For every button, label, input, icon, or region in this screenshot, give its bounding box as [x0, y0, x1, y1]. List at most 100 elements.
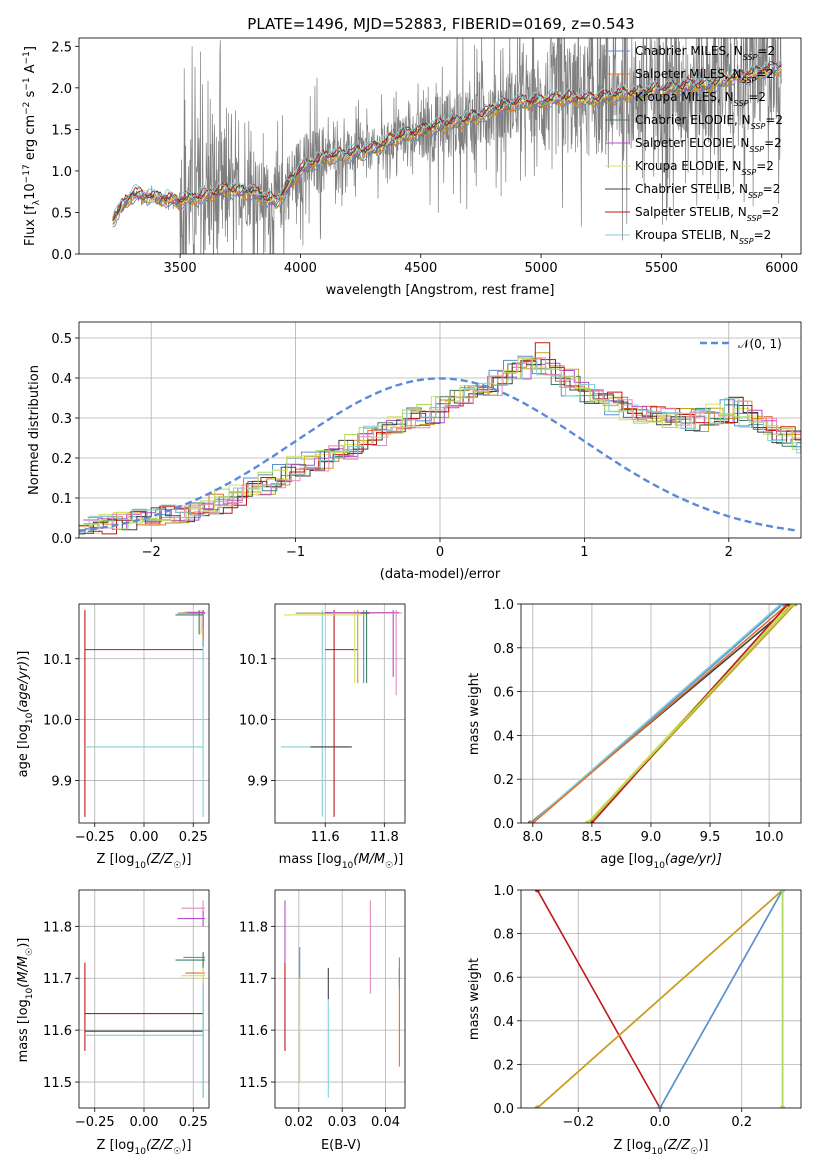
label-sub: 10 [342, 861, 354, 871]
legend-entry: Chabrier ELODIE, NSSP=2 [635, 113, 783, 131]
legend-sub: SSP [742, 76, 757, 85]
label-part: age [log [600, 852, 653, 867]
x-tick-label: 0.25 [179, 830, 208, 845]
x-tick-label: 11.6 [311, 830, 340, 845]
x-axis-label: Z [log10(Z/Z☉)] [97, 1138, 192, 1157]
histogram-lime [79, 357, 801, 532]
y-tick-label: 11.8 [239, 920, 268, 935]
legend-entry: Salpeter MILES, NSSP=2 [635, 67, 774, 85]
label-part: mass [log [279, 852, 342, 867]
x-tick-label: 0.0 [650, 1115, 671, 1130]
axes-frame [520, 889, 802, 1109]
label-sub: ☉ [385, 861, 393, 871]
x-tick-label: 8.5 [582, 830, 603, 845]
label-sub: 10 [134, 861, 146, 871]
panel-age-vs-Z: −0.25 0.00 0.259.910.010.1Z [log10(Z/Z☉)]a… [16, 603, 210, 871]
x-tick-label: −1 [286, 545, 305, 560]
panel-weight-vs-Z: −0.2 0.0 0.2 0.0 0.2 0.4 0.6 0.8 1.0 Z [log10(Z/Z… [467, 884, 802, 1157]
y-axis-label: age [log10(age/yr))] [16, 651, 35, 778]
label-sub: ☉ [690, 1147, 698, 1157]
y-tick-label: 0.0 [493, 817, 514, 832]
histogram-salpeter-stelib [87, 342, 801, 535]
legend-sub: SSP [748, 191, 763, 200]
axes-frame [274, 889, 406, 1109]
x-tick-label: 2 [725, 545, 733, 560]
x-tick-label: 9.5 [700, 830, 721, 845]
histogram-salpeter-elodie [83, 362, 801, 530]
y-tick-label: 0.6 [493, 971, 514, 986]
label-sub: ☉ [173, 861, 181, 871]
y-tick-label: 0.1 [51, 492, 72, 507]
legend-text: =2 [748, 90, 766, 104]
y-tick-label: 0.6 [493, 686, 514, 701]
axes-frame [78, 889, 210, 1109]
y-axis-label: Normed distribution [27, 365, 42, 495]
y-tick-label: 9.9 [247, 774, 268, 789]
legend-sub: SSP [751, 122, 766, 131]
x-tick-label: 0.25 [179, 1115, 208, 1130]
label-part: ] [23, 46, 38, 51]
weight-line [536, 890, 784, 1108]
weight-point [534, 890, 540, 893]
y-tick-label: 0.3 [51, 412, 72, 427]
x-axis-label: E(B-V) [321, 1138, 361, 1153]
weight-point [778, 604, 784, 607]
label-part: A [23, 64, 38, 77]
legend-text: Kroupa MILES, N [635, 90, 734, 104]
observed-spectrum [112, 38, 782, 254]
plot-area [79, 890, 209, 1108]
x-axis-label: (data-model)/error [380, 567, 501, 582]
legend-entry: Chabrier MILES, NSSP=2 [635, 44, 775, 62]
label-sub: ☉ [173, 1147, 181, 1157]
y-tick-label: 0.5 [51, 332, 72, 347]
x-tick-label: 3500 [164, 261, 197, 276]
label-part: ☉ [25, 948, 35, 956]
x-tick-label: 6000 [765, 261, 798, 276]
label-part: (M/M [16, 956, 31, 988]
x-tick-label: 0.00 [130, 1115, 159, 1130]
label-part: Z [log [97, 1138, 135, 1153]
legend-entry: Kroupa MILES, NSSP=2 [635, 90, 766, 108]
legend-sub: SSP [747, 214, 762, 223]
histogram-kroupa-elodie [79, 358, 801, 535]
axes-frame [78, 603, 210, 824]
x-tick-label: 8.0 [522, 830, 543, 845]
plot-area [79, 604, 209, 823]
label-part: erg cm [23, 115, 38, 164]
legend-text: Salpeter ELODIE, N [635, 136, 749, 150]
legend-sub: SSP [742, 168, 757, 177]
y-tick-label: 11.7 [239, 972, 268, 987]
x-tick-label: −0.25 [75, 830, 115, 845]
weight-line [532, 604, 789, 823]
weight-line [536, 890, 661, 1108]
x-tick-label: 0.00 [130, 830, 159, 845]
label-part: −1 [22, 77, 32, 90]
legend-text: Salpeter MILES, N [635, 67, 742, 81]
y-tick-label: 1.0 [51, 165, 72, 180]
label-part: (Z/Z [663, 1138, 691, 1153]
y-tick-label: 10.1 [239, 653, 268, 668]
figure-title: PLATE=1496, MJD=52883, FIBERID=0169, z=0… [247, 15, 634, 33]
legend-text: =2 [764, 136, 782, 150]
legend-text: Chabrier ELODIE, N [635, 113, 751, 127]
panel-age-vs-mass: 11.6 11.8 9.9 10.0 10.1 mass [log10(M/M☉)] [239, 603, 406, 871]
plot-area [521, 604, 801, 823]
legend-entry: Chabrier STELIB, NSSP=2 [635, 182, 780, 200]
legend-entry: Kroupa STELIB, NSSP=2 [635, 228, 771, 246]
legend-text: Kroupa STELIB, N [635, 228, 739, 242]
weight-line [659, 890, 784, 1108]
y-tick-label: 0.4 [51, 372, 72, 387]
weight-point [785, 604, 791, 607]
label-part: age [log [16, 724, 31, 777]
y-tick-label: 0.5 [51, 206, 72, 221]
x-tick-label: 4500 [404, 261, 437, 276]
label-part: λ [32, 199, 42, 205]
axes-frame [520, 603, 802, 824]
y-tick-label: 9.9 [51, 774, 72, 789]
y-tick-label: 10.1 [43, 653, 72, 668]
label-part: Flux [f [23, 205, 38, 246]
legend-entry: Salpeter ELODIE, NSSP=2 [635, 136, 782, 154]
y-tick-label: 0.2 [51, 452, 72, 467]
y-tick-label: 1.0 [493, 884, 514, 899]
x-tick-label: 0.04 [371, 1115, 400, 1130]
